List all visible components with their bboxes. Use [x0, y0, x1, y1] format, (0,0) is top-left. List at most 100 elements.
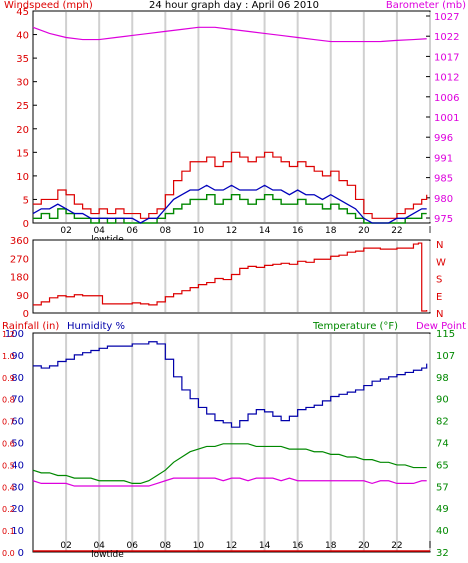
- rainfall-tick-label: 0.9: [2, 374, 15, 383]
- humidity-tick-label: 10: [11, 526, 24, 537]
- temperature-line: [32, 443, 427, 484]
- time-tick-label: 02: [60, 541, 71, 551]
- compass-tick-label: S: [436, 275, 442, 286]
- humidity-tick-label: 90: [11, 351, 24, 362]
- time-tick-label: 10: [193, 226, 205, 236]
- rainfall-axis-label: Rainfall (in): [2, 321, 59, 332]
- windspeed-tick-label: 45: [16, 7, 29, 18]
- chart-title: 24 hour graph day : April 06 2010: [149, 0, 319, 11]
- humidity-tick-label: 60: [11, 417, 24, 428]
- barometer-tick-label: 980: [434, 194, 453, 205]
- time-tick-label: 04: [93, 226, 105, 236]
- time-tick-label: 22: [391, 541, 402, 551]
- wind-gust-line: [33, 151, 428, 219]
- rainfall-tick-label: 0.6: [2, 440, 15, 449]
- barometer-line: [32, 26, 427, 43]
- barometer-tick-label: 996: [434, 133, 453, 144]
- windspeed-tick-label: 5: [23, 195, 29, 206]
- time-tick-label: 08: [160, 541, 172, 551]
- rainfall-tick-label: 0.2: [2, 505, 15, 514]
- time-tick-label: 04: [93, 541, 105, 551]
- time-tick-label: 16: [292, 226, 304, 236]
- barometer-tick-label: 975: [434, 214, 453, 225]
- time-tick-label: l: [429, 226, 432, 236]
- barometer-tick-label: 991: [434, 153, 453, 164]
- time-tick-label: 14: [259, 541, 271, 551]
- rainfall-tick-label: 0.1: [2, 527, 15, 536]
- windspeed-tick-label: 40: [16, 31, 29, 42]
- windspeed-tick-label: 15: [16, 148, 29, 159]
- barometer-tick-label: 1017: [434, 52, 459, 63]
- time-tick-label: l: [429, 541, 432, 551]
- humidity-tick-label: 0: [18, 548, 24, 559]
- rainfall-tick-label: 1.2: [2, 330, 15, 339]
- rainfall-tick-label: 0.4: [2, 483, 15, 492]
- barometer-axis-label: Barometer (mb): [386, 0, 466, 11]
- temperature-tick-label: 40: [436, 526, 449, 537]
- rainfall-tick-label: 0.7: [2, 418, 15, 427]
- temperature-tick-label: 74: [436, 439, 449, 450]
- dewpoint-axis-label: Dew Point: [416, 321, 466, 332]
- humidity-tick-label: 50: [11, 439, 24, 450]
- compass-tick-label: E: [436, 292, 442, 303]
- humidity-tick-label: 70: [11, 395, 24, 406]
- temperature-tick-label: 82: [436, 417, 449, 428]
- time-tick-label: 14: [259, 226, 271, 236]
- time-tick-label: 18: [325, 226, 337, 236]
- wind-low-line: [33, 194, 427, 224]
- barometer-tick-label: 1006: [434, 93, 459, 104]
- humidity-tick-label: 20: [11, 504, 24, 515]
- direction-tick-label: 0: [23, 309, 29, 320]
- direction-tick-label: 270: [10, 254, 29, 265]
- windspeed-tick-label: 25: [16, 101, 29, 112]
- direction-tick-label: 90: [16, 291, 29, 302]
- humidity-line: [33, 341, 428, 428]
- direction-tick-label: 180: [10, 273, 29, 284]
- time-tick-label: 22: [391, 226, 402, 236]
- time-tick-label: 12: [226, 226, 237, 236]
- rainfall-tick-label: 1.0: [2, 352, 15, 361]
- temperature-tick-label: 90: [436, 395, 449, 406]
- windspeed-tick-label: 20: [16, 125, 29, 136]
- windspeed-tick-label: 10: [16, 172, 29, 183]
- temperature-tick-label: 49: [436, 504, 449, 515]
- time-tick-label: 08: [160, 226, 172, 236]
- rainfall-tick-label: 0.8: [2, 396, 15, 405]
- humidity-tick-label: 80: [11, 373, 24, 384]
- windspeed-tick-label: 0: [23, 219, 29, 230]
- humidity-tick-label: 40: [11, 460, 24, 471]
- compass-tick-label: N: [436, 240, 443, 251]
- barometer-tick-label: 1027: [434, 12, 459, 23]
- time-tick-label: 06: [127, 226, 139, 236]
- time-tick-label: 16: [292, 541, 304, 551]
- barometer-tick-label: 1001: [434, 113, 459, 124]
- time-tick-label: 20: [358, 226, 370, 236]
- time-tick-label: 12: [226, 541, 237, 551]
- temperature-tick-label: 107: [436, 351, 455, 362]
- dewpoint-line: [32, 477, 427, 487]
- wind-average-line: [32, 184, 427, 224]
- lowtide-label: lowtide: [91, 550, 124, 559]
- humidity-tick-label: 100: [5, 329, 24, 340]
- temperature-tick-label: 65: [436, 460, 449, 471]
- time-tick-label: 18: [325, 541, 337, 551]
- time-tick-label: 06: [127, 541, 139, 551]
- temperature-tick-label: 32: [436, 548, 449, 559]
- temperature-tick-label: 57: [436, 482, 449, 493]
- windspeed-axis-label: Windspeed (mph): [4, 0, 93, 11]
- barometer-tick-label: 985: [434, 174, 453, 185]
- barometer-tick-label: 1022: [434, 32, 459, 43]
- rainfall-tick-label: 0.5: [2, 461, 15, 470]
- wind-direction-line: [33, 242, 428, 312]
- temperature-tick-label: 98: [436, 373, 449, 384]
- humidity-tick-label: 30: [11, 482, 24, 493]
- windspeed-tick-label: 35: [16, 54, 29, 65]
- compass-tick-label: N: [436, 309, 443, 320]
- rainfall-tick-label: 0.0: [2, 549, 15, 558]
- time-tick-label: 20: [358, 541, 370, 551]
- compass-tick-label: W: [436, 257, 446, 268]
- humidity-axis-label: Humidity %: [67, 321, 125, 332]
- direction-tick-label: 360: [10, 236, 29, 247]
